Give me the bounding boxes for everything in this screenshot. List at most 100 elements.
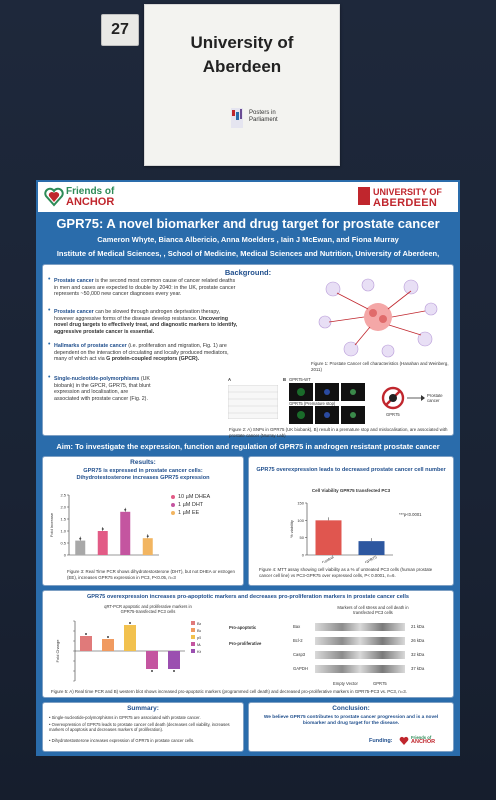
blot-protein-label: Bcl-2 xyxy=(293,638,303,643)
chart-1-title-line-2: Dihydrotestosterone increases GPR75 expr… xyxy=(76,475,210,481)
blot-protein-label: Casp3 xyxy=(293,652,306,657)
figure-1-caption: Figure 1: Prostate Cancer cell character… xyxy=(311,361,449,372)
legend-swatch-1 xyxy=(191,628,195,632)
bar-2 xyxy=(124,625,136,651)
results-heading: Results: xyxy=(130,459,156,466)
background-paragraph-4: Single-nucleotide-polymorphisms (UK biob… xyxy=(54,376,154,402)
y-tick-label: 150 xyxy=(297,501,304,506)
p4-text: (UK biobank) in the GPCR, GPR75, that bl… xyxy=(54,376,151,402)
university-placard: University of Aberdeen Posters in Parlia… xyxy=(144,4,340,166)
figure-2-caption: Figure 2: A) SNPs in GPR75 (UK biobank),… xyxy=(229,427,448,438)
data-point-3 xyxy=(146,535,149,538)
p3-text: (i.e. proliferation and migration, Fig. … xyxy=(54,343,229,363)
heart-logo-icon xyxy=(44,187,64,207)
background-paragraph-2: Prostate cancer can be slowed through an… xyxy=(54,309,239,335)
y-axis-label: % viability xyxy=(289,520,294,538)
poster-header: Friends of ANCHOR UNIVERSITY OF ABERDEEN xyxy=(38,182,458,212)
bar-4 xyxy=(168,651,180,669)
legend-swatch-3 xyxy=(191,642,195,646)
background-heading: Background: xyxy=(224,268,272,277)
bar-1 xyxy=(102,639,114,651)
chart-2-bar-chart: 0 50 100 150 % viability Control GPR75 xyxy=(289,501,393,563)
uoa-logo-line-2: ABERDEEN xyxy=(373,197,438,209)
legend-item-dhea: 10 µM DHEA xyxy=(171,493,210,501)
blot-kda-label: 37 kDa xyxy=(411,666,425,671)
fig2-label-b: B xyxy=(283,377,287,382)
chart-3-bar-chart: Fold Change Bax Bcl-2 p53 MAPK Ki67 xyxy=(55,620,201,682)
blot-band xyxy=(315,637,405,645)
blot-lane-1: Empty Vector xyxy=(333,681,358,686)
bar-0 xyxy=(75,540,86,555)
legend-label-0: Bax xyxy=(197,621,201,626)
p2-text: can be slowed through androgen deprivati… xyxy=(54,309,220,322)
background-paragraph-1: Prostate cancer is the second most commo… xyxy=(54,278,239,298)
blot-title: Markers of cell stress and cell death in… xyxy=(313,605,433,615)
figure-5-caption: Figure 5: A) Real time PCR and B) wester… xyxy=(51,689,407,694)
anchor-logo-line-2: ANCHOR xyxy=(66,196,115,208)
data-point-0 xyxy=(79,537,82,540)
chart-3-inner-title-2: GPR75-transfected PC3 cells xyxy=(120,609,176,615)
bar-0 xyxy=(315,520,342,555)
chart-1-title: GPR75 is expressed in prostate cancer ce… xyxy=(43,468,243,482)
data-point-1 xyxy=(107,636,109,638)
data-point-2 xyxy=(124,508,127,511)
term-prostate-cancer: Prostate cancer xyxy=(54,278,94,284)
chart-3-inner-title-1: qRT-PCR apoptotic and proliferative mark… xyxy=(104,604,192,609)
term-hallmarks: Hallmarks of prostate cancer xyxy=(54,343,127,349)
blot-title-1: Markers of cell stress and cell death in xyxy=(337,605,409,610)
friends-of-anchor-logo: Friends of ANCHOR xyxy=(44,185,144,209)
legend-label-1: Bcl-2 xyxy=(197,628,201,633)
bar-3 xyxy=(142,538,153,555)
y-tick-label: 0.5 xyxy=(60,541,66,546)
y-tick-label: 1.5 xyxy=(60,517,66,522)
figure-4-caption: Figure 4: MTT assay showing cell viabili… xyxy=(259,567,433,578)
no-entry-icon xyxy=(381,386,405,410)
anchor-logo-line-1: Friends of xyxy=(66,186,115,197)
figure-2a-snp-table xyxy=(228,385,278,419)
bar-0 xyxy=(80,636,92,651)
legend-label: 1 µM EE xyxy=(178,510,200,516)
fig2-label-wt: GPR75-WT xyxy=(289,377,311,382)
legend-label: 1 µM DHT xyxy=(178,502,204,508)
y-tick-label: 2.0 xyxy=(60,505,66,510)
legend-swatch xyxy=(171,494,175,499)
data-point-0 xyxy=(85,633,87,635)
bar-1 xyxy=(358,541,385,555)
legend-item-ee: 1 µM EE xyxy=(171,509,210,517)
summary-item-1: • Single-nucleotide-polymorphisms in GPR… xyxy=(49,715,201,720)
poster-title: GPR75: A novel biomarker and drug target… xyxy=(56,216,440,231)
placard-line-2: Aberdeen xyxy=(202,57,282,76)
logo-line-1: Posters in xyxy=(249,110,276,116)
y-tick-label: 100 xyxy=(297,518,304,523)
funding-label: Funding: xyxy=(369,738,393,744)
legend-item-dht: 1 µM DHT xyxy=(171,501,210,509)
chart-3-title: GPR75 overexpression increases pro-apopt… xyxy=(86,594,410,600)
funding-heart-icon xyxy=(399,736,409,745)
blot-title-2: transfected PC3 cells xyxy=(353,610,393,616)
figure-3-caption: Figure 3: Real Time PCR shows dihydrotes… xyxy=(67,569,235,580)
viability-panel: GPR75 overexpression leads to decreased … xyxy=(248,456,454,586)
blot-row: Bax 21 kDa xyxy=(293,621,443,633)
markers-panel: GPR75 overexpression increases pro-apopt… xyxy=(42,590,454,698)
y-tick-label: 0 xyxy=(302,553,305,558)
chart-2-annotation: ***p<0.0001 xyxy=(399,512,422,517)
poster-institute: Institute of Medical Sciences, , School … xyxy=(56,249,440,258)
data-point-3 xyxy=(151,670,153,672)
fig2-label-a: A xyxy=(228,377,232,382)
chart-2-inner-title: Cell Viability GPR75 transfected PC3 xyxy=(311,488,391,493)
aim-statement: Aim: To investigate the expression, func… xyxy=(56,442,440,451)
blot-row: GAPDH 37 kDa xyxy=(293,663,443,675)
legend-label-2: p53 xyxy=(197,635,201,640)
summary-panel: Summary: • Single-nucleotide-polymorphis… xyxy=(42,702,244,752)
conclusion-panel: Conclusion: We believe GPR75 contributes… xyxy=(248,702,454,752)
poster-number: 27 xyxy=(111,21,129,38)
placard-title: University of Aberdeen xyxy=(145,31,339,79)
blot-protein-label: Bax xyxy=(293,624,301,629)
parliament-logo-icon xyxy=(231,108,243,128)
chart-2-title: GPR75 overexpression leads to decreased … xyxy=(256,467,446,473)
legend-swatch-2 xyxy=(191,635,195,639)
summary-text-3: Dihydrotestosterone increases expression… xyxy=(51,738,195,743)
legend-label: 10 µM DHEA xyxy=(178,494,211,500)
legend-label-4: Ki67 xyxy=(197,649,201,654)
results-panel: Results: GPR75 is expressed in prostate … xyxy=(42,456,244,586)
